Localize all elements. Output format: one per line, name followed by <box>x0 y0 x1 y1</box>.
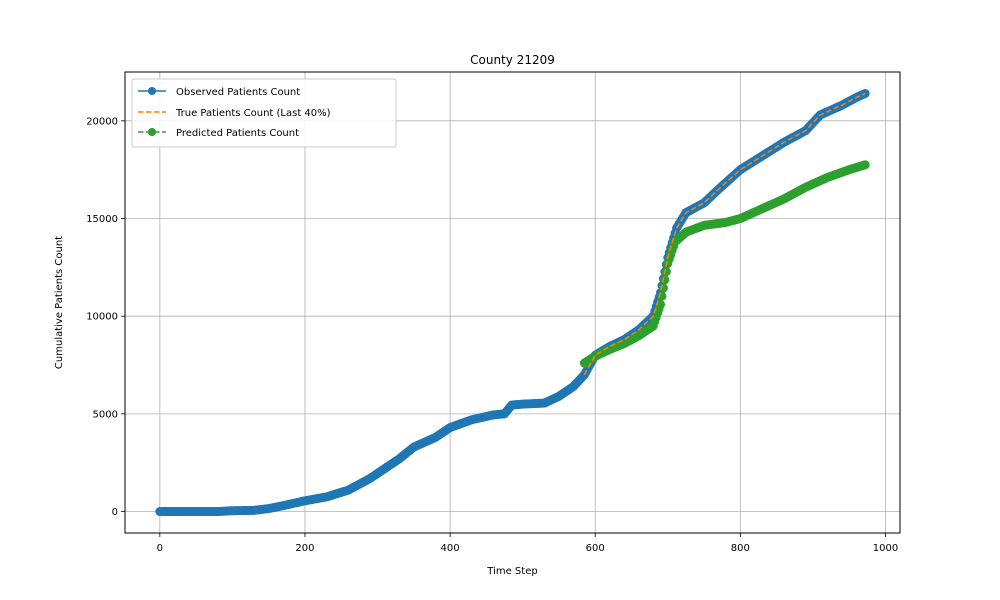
x-tick-label: 0 <box>157 543 163 554</box>
legend-marker-predicted <box>148 128 156 136</box>
y-tick-label: 10000 <box>86 312 118 323</box>
series-line <box>159 92 866 513</box>
y-tick-label: 0 <box>112 507 118 518</box>
series-line <box>583 92 866 376</box>
y-axis-label: Cumulative Patients Count <box>54 236 65 369</box>
x-tick-label: 400 <box>441 543 460 554</box>
legend-entry-predicted: Predicted Patients Count <box>138 128 299 139</box>
x-tick-label: 1000 <box>873 543 898 554</box>
chart-title: County 21209 <box>470 53 555 67</box>
y-tick-label: 20000 <box>86 116 118 127</box>
x-axis-label: Time Step <box>486 566 537 577</box>
legend-label-true: True Patients Count (Last 40%) <box>175 108 331 119</box>
x-tick-label: 200 <box>295 543 314 554</box>
legend-marker-observed <box>148 87 156 95</box>
legend-box <box>131 78 397 148</box>
grid <box>125 72 900 533</box>
series-1 <box>583 92 866 376</box>
series-line <box>583 164 866 364</box>
legend-label-observed: Observed Patients Count <box>176 87 300 98</box>
plot-frame <box>124 71 901 534</box>
y-tick-label: 15000 <box>86 214 118 225</box>
legend-label-predicted: Predicted Patients Count <box>176 128 299 139</box>
x-tick-label: 800 <box>731 543 750 554</box>
legend: Observed Patients Count True Patients Co… <box>131 78 397 148</box>
data-point <box>658 283 668 293</box>
legend-entry-true: True Patients Count (Last 40%) <box>138 108 331 119</box>
x-tick-label: 600 <box>586 543 605 554</box>
legend-entry-observed: Observed Patients Count <box>138 87 300 98</box>
plot-series <box>155 88 870 517</box>
series-0 <box>155 88 870 517</box>
y-tick-label: 5000 <box>93 409 118 420</box>
